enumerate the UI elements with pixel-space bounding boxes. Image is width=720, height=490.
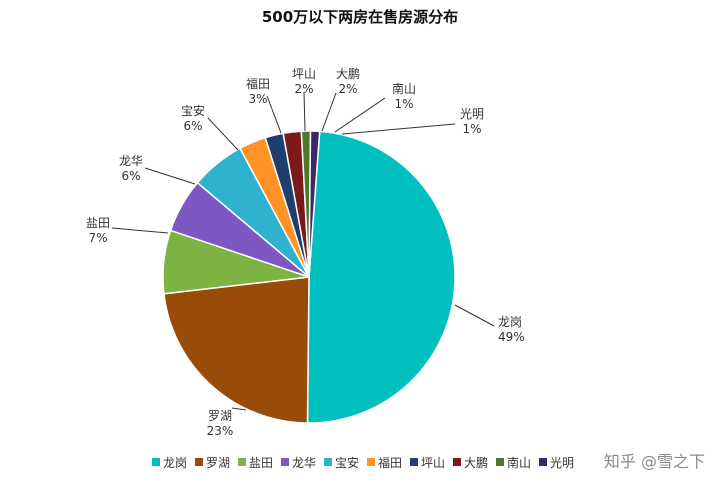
leader-line [266, 95, 282, 134]
slice-percent: 3% [248, 92, 267, 106]
leader-line [341, 123, 456, 135]
legend-label: 光明 [550, 456, 574, 470]
leader-line [231, 407, 247, 411]
legend-label: 福田 [378, 455, 402, 470]
leader-line [321, 92, 337, 132]
legend-label: 南山 [507, 455, 531, 470]
leader-line [334, 97, 386, 133]
slice-label: 龙岗 [498, 315, 522, 329]
legend-label: 龙华 [292, 456, 316, 470]
watermark: 知乎 @雪之下 [604, 452, 705, 471]
legend-swatch [453, 458, 461, 466]
legend-swatch [324, 458, 332, 466]
leader-line [207, 117, 239, 151]
legend-swatch [152, 458, 160, 466]
legend-swatch [410, 458, 418, 466]
slice-label: 龙华 [119, 154, 143, 168]
leader-line [144, 167, 196, 185]
legend: 龙岗 罗湖 盐田 龙华 宝安 福田 坪山 大鹏 南山 光明 [152, 455, 574, 470]
slice-percent: 1% [394, 97, 413, 111]
pie-slice [163, 276, 310, 424]
legend-label: 盐田 [249, 456, 273, 470]
slice-percent: 2% [338, 82, 357, 96]
leader-line [303, 91, 306, 132]
legend-label: 大鹏 [464, 456, 488, 470]
legend-swatch [195, 458, 203, 466]
leader-line [454, 304, 495, 327]
slice-label: 坪山 [292, 67, 316, 81]
chart-title: 500万以下两房在售房源分布 [262, 8, 458, 26]
slice-percent: 23% [207, 424, 234, 438]
slice-label: 罗湖 [208, 408, 232, 423]
pie-slices [162, 130, 456, 424]
legend-label: 宝安 [335, 455, 359, 470]
slice-label: 盐田 [86, 216, 110, 230]
pie-slice [308, 130, 321, 278]
leader-line [111, 227, 169, 234]
slice-percent: 1% [462, 122, 481, 136]
legend-label: 坪山 [421, 456, 445, 470]
slice-percent: 2% [294, 82, 313, 96]
slice-label: 宝安 [181, 103, 205, 118]
leader-lines [111, 91, 495, 411]
slice-label: 南山 [392, 81, 416, 96]
legend-swatch [496, 458, 504, 466]
slice-percent: 49% [498, 330, 525, 344]
slice-label: 福田 [246, 76, 270, 91]
slice-label: 光明 [460, 107, 484, 121]
legend-swatch [238, 458, 246, 466]
slice-percent: 7% [88, 231, 107, 245]
legend-swatch [281, 458, 289, 466]
legend-swatch [539, 458, 547, 466]
slice-percent: 6% [121, 169, 140, 183]
slice-label: 大鹏 [336, 67, 360, 81]
legend-swatch [367, 458, 375, 466]
pie-slice [306, 130, 456, 424]
slice-percent: 6% [183, 119, 202, 133]
legend-label: 龙岗 [163, 456, 187, 470]
legend-label: 罗湖 [206, 455, 230, 470]
